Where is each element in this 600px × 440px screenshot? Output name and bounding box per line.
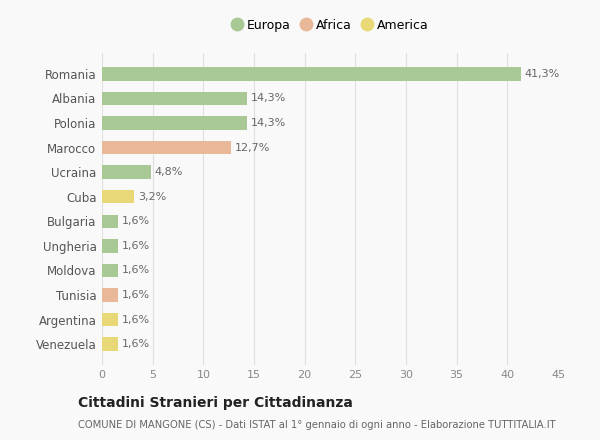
Text: 12,7%: 12,7% <box>235 143 270 153</box>
Text: 1,6%: 1,6% <box>122 339 151 349</box>
Text: 14,3%: 14,3% <box>251 118 286 128</box>
Text: 1,6%: 1,6% <box>122 290 151 300</box>
Bar <box>102 165 151 179</box>
Text: COMUNE DI MANGONE (CS) - Dati ISTAT al 1° gennaio di ogni anno - Elaborazione TU: COMUNE DI MANGONE (CS) - Dati ISTAT al 1… <box>78 420 556 430</box>
Text: 3,2%: 3,2% <box>139 192 167 202</box>
Text: 1,6%: 1,6% <box>122 315 151 325</box>
Bar <box>102 239 118 253</box>
Bar <box>102 190 134 203</box>
Bar <box>102 337 118 351</box>
Bar <box>102 67 521 81</box>
Bar <box>102 288 118 302</box>
Text: 14,3%: 14,3% <box>251 93 286 103</box>
Bar <box>102 215 118 228</box>
Bar <box>102 116 247 130</box>
Text: 1,6%: 1,6% <box>122 265 151 275</box>
Bar <box>102 141 230 154</box>
Text: 1,6%: 1,6% <box>122 216 151 226</box>
Bar <box>102 313 118 326</box>
Bar <box>102 92 247 105</box>
Text: Cittadini Stranieri per Cittadinanza: Cittadini Stranieri per Cittadinanza <box>78 396 353 410</box>
Bar <box>102 264 118 277</box>
Text: 1,6%: 1,6% <box>122 241 151 251</box>
Text: 41,3%: 41,3% <box>524 69 560 79</box>
Text: 4,8%: 4,8% <box>155 167 183 177</box>
Legend: Europa, Africa, America: Europa, Africa, America <box>228 15 432 36</box>
